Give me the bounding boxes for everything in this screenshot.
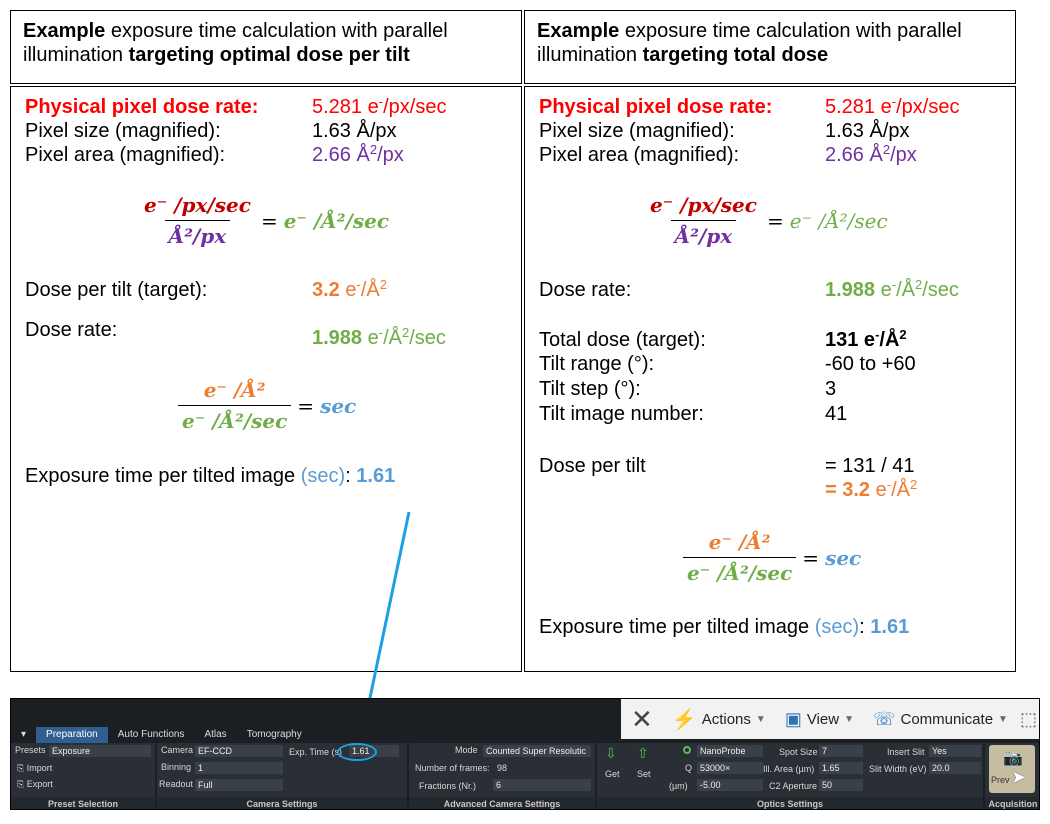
phone-icon: ☏ xyxy=(872,708,896,729)
actions-button[interactable]: ⚡ Actions ▼ xyxy=(671,708,766,731)
slit-width-input[interactable]: 20.0 xyxy=(929,762,981,774)
tab-bar: ▾ Preparation Auto Functions Atlas Tomog… xyxy=(11,727,312,743)
microscope-ui: ✕ ⚡ Actions ▼ ▣ View ▼ ☏ Communicate ▼ ⬚ ▾ … xyxy=(10,698,1040,810)
left-area-label: Pixel area (magnified): xyxy=(25,144,226,166)
cursor-icon: ➤ xyxy=(1011,767,1027,787)
right-total-label: Total dose (target): xyxy=(539,329,706,351)
readout-select[interactable]: Full xyxy=(195,779,283,791)
right-range-label: Tilt range (°): xyxy=(539,353,655,375)
right-rate-value: 1.988 e-/Å2/sec xyxy=(825,277,959,301)
right-dpt-calc: = 131 / 41 xyxy=(825,455,915,477)
tab-atlas[interactable]: Atlas xyxy=(204,729,227,740)
probe-select[interactable]: NanoProbe xyxy=(697,745,763,757)
optics-panel: ⇩ Get ⇧ Set NanoProbe Q 53000× (µm) -5.0… xyxy=(597,743,983,797)
right-rate-label: Dose rate: xyxy=(539,279,632,301)
magnification-select[interactable]: 53000× xyxy=(697,762,763,774)
camera-footer: Camera Settings xyxy=(157,797,407,809)
get-button[interactable]: Get xyxy=(605,769,620,779)
presets-select[interactable]: Exposure xyxy=(49,745,151,757)
left-phys-label: Physical pixel dose rate: xyxy=(25,96,259,118)
right-header-box: Example exposure time calculation with p… xyxy=(524,10,1016,84)
left-exposure-time: Exposure time per tilted image (sec): 1.… xyxy=(25,465,396,487)
right-area-label: Pixel area (magnified): xyxy=(539,144,740,166)
exposure-time-highlight xyxy=(337,743,377,761)
right-step-value: 3 xyxy=(825,378,837,400)
set-button[interactable]: Set xyxy=(637,769,651,779)
right-step-label: Tilt step (°): xyxy=(539,378,641,400)
left-rate-label: Dose rate: xyxy=(25,319,118,341)
import-button[interactable]: ⎘ Import xyxy=(17,763,53,773)
right-body-box xyxy=(524,86,1016,672)
right-equation-1: e⁻ /px/sec Å²/px = e⁻ /Å²/sec xyxy=(650,193,888,248)
right-dpt-label: Dose per tilt xyxy=(539,455,646,477)
left-size-label: Pixel size (magnified): xyxy=(25,120,221,142)
right-area-value: 2.66 Å2/px xyxy=(825,142,917,166)
advanced-panel: Mode Counted Super Resolutic Number of f… xyxy=(409,743,595,797)
right-exposure-time: Exposure time per tilted image (sec): 1.… xyxy=(539,616,910,638)
binning-select[interactable]: 1 xyxy=(195,762,283,774)
left-header-text: Example exposure time calculation with p… xyxy=(23,20,448,66)
tab-auto-functions[interactable]: Auto Functions xyxy=(117,729,185,740)
mode-select[interactable]: Counted Super Resolutic xyxy=(483,745,591,757)
right-dpt-result: = 3.2 e-/Å2 xyxy=(825,477,918,501)
preview-button[interactable]: 📷 Prev ➤ xyxy=(989,745,1035,793)
left-equation-1: e⁻ /px/sec Å²/px = e⁻ /Å²/sec xyxy=(144,193,389,248)
get-icon[interactable]: ⇩ xyxy=(605,745,617,761)
tab-tomography[interactable]: Tomography xyxy=(246,729,302,740)
illuminated-area-input[interactable]: 1.65 xyxy=(819,762,863,774)
close-icon[interactable]: ✕ xyxy=(631,703,653,734)
left-phys-value: 5.281 e-/px/sec xyxy=(312,94,447,118)
right-range-value: -60 to +60 xyxy=(825,353,916,375)
right-phys-label: Physical pixel dose rate: xyxy=(539,96,773,118)
preset-panel: Presets Exposure ⎘ Import ⎘ Export xyxy=(11,743,155,797)
export-button[interactable]: ⎘ Export xyxy=(17,779,53,789)
camera-select[interactable]: EF-CCD xyxy=(195,745,283,757)
optics-footer: Optics Settings xyxy=(597,797,983,809)
right-num-value: 41 xyxy=(825,403,848,425)
left-dpt-value: 3.2 e-/Å2 xyxy=(312,277,387,301)
left-dpt-label: Dose per tilt (target): xyxy=(25,279,208,301)
preset-footer: Preset Selection xyxy=(11,797,155,809)
main-toolbar: ✕ ⚡ Actions ▼ ▣ View ▼ ☏ Communicate ▼ ⬚ xyxy=(621,699,1039,739)
defocus-input[interactable]: -5.00 xyxy=(697,779,763,791)
left-header-box: Example exposure time calculation with p… xyxy=(10,10,522,84)
right-equation-2: e⁻ /Å² e⁻ /Å²/sec = sec xyxy=(683,530,861,585)
fractions-input[interactable]: 6 xyxy=(493,779,591,791)
advanced-footer: Advanced Camera Settings xyxy=(409,797,595,809)
insert-slit-select[interactable]: Yes xyxy=(929,745,981,757)
set-icon[interactable]: ⇧ xyxy=(637,745,649,761)
left-rate-value: 1.988 e-/Å2/sec xyxy=(312,325,446,349)
right-size-label: Pixel size (magnified): xyxy=(539,120,735,142)
acquisition-footer: Acquisition xyxy=(985,797,1039,809)
plugin-icon[interactable]: ⬚ xyxy=(1019,708,1037,729)
tab-preparation[interactable]: Preparation xyxy=(36,727,108,743)
right-num-label: Tilt image number: xyxy=(539,403,704,425)
tab-collapse[interactable]: ▾ xyxy=(21,729,27,740)
left-body-box xyxy=(10,86,522,672)
left-area-value: 2.66 Å2/px xyxy=(312,142,404,166)
communicate-button[interactable]: ☏ Communicate ▼ xyxy=(872,708,1008,729)
lightning-icon: ⚡ xyxy=(671,708,697,731)
view-button[interactable]: ▣ View ▼ xyxy=(784,708,854,729)
left-equation-2: e⁻ /Å² e⁻ /Å²/sec = sec xyxy=(178,378,356,433)
view-icon: ▣ xyxy=(784,708,802,729)
right-phys-value: 5.281 e-/px/sec xyxy=(825,94,960,118)
status-dot-icon xyxy=(683,746,691,754)
right-header-text: Example exposure time calculation with p… xyxy=(537,20,962,66)
c2-aperture-select[interactable]: 50 xyxy=(819,779,863,791)
right-size-value: 1.63 Å/px xyxy=(825,120,910,142)
right-total-value: 131 e-/Å2 xyxy=(825,327,907,351)
camera-icon: 📷 xyxy=(1003,750,1023,767)
spot-size-select[interactable]: 7 xyxy=(819,745,863,757)
left-size-value: 1.63 Å/px xyxy=(312,120,397,142)
